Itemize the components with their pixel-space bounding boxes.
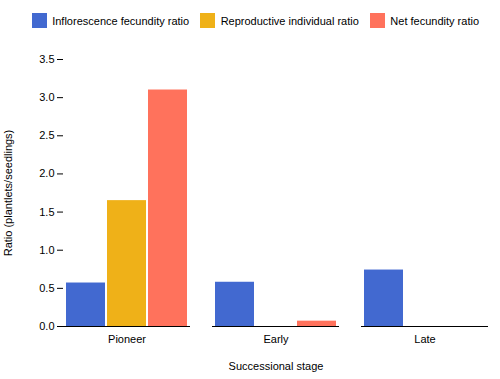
svg-text:1.0: 1.0 (39, 243, 54, 255)
svg-text:1.5: 1.5 (39, 205, 54, 217)
html-text:Net fecundity ratio: Net fecundity ratio (390, 14, 479, 27)
svg-text:Ratio (plantlets/seedlings): Ratio (plantlets/seedlings) (2, 129, 14, 256)
svg-text:0.5: 0.5 (39, 281, 54, 293)
svg-text:0.0: 0.0 (39, 320, 54, 332)
svg-text:3.5: 3.5 (39, 53, 54, 65)
svg-text:Pioneer: Pioneer (108, 333, 146, 345)
html-text:Reproductive individual ratio: Reproductive individual ratio (220, 14, 359, 27)
svg-text:2.5: 2.5 (39, 129, 54, 141)
svg-text:2.0: 2.0 (39, 167, 54, 179)
svg-text:Early: Early (263, 333, 289, 345)
svg-text:Successional stage: Successional stage (229, 359, 324, 371)
svg-text:3.0: 3.0 (39, 91, 54, 103)
html-text:Inflorescence fecundity ratio: Inflorescence fecundity ratio (52, 14, 190, 27)
svg-text:Late: Late (414, 333, 435, 345)
